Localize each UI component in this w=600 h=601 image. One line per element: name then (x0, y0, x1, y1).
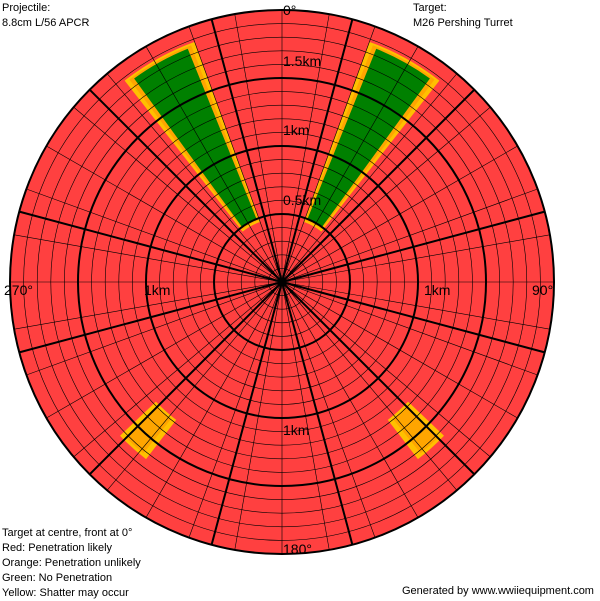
minor-radial (14, 234, 283, 283)
no-penetration-zone (134, 48, 257, 227)
unlikely-zone (126, 407, 171, 454)
range-label-1km-right: 1km (424, 282, 450, 298)
legend-red: Red: Penetration likely (2, 542, 113, 554)
minor-radial (188, 281, 283, 538)
minor-radial (46, 145, 283, 283)
target-info: Target: M26 Pershing Turret (413, 1, 513, 31)
major-radial (281, 281, 354, 545)
major-radial (210, 281, 283, 545)
range-label-1km-left: 1km (144, 282, 170, 298)
range-label-1km-front: 1km (283, 122, 309, 138)
minor-radial (281, 281, 538, 376)
target-value: M26 Pershing Turret (413, 17, 513, 29)
angle-label-rear: 180° (283, 541, 312, 557)
minor-radial (73, 106, 283, 283)
range-labels: 0.5km 1km 1.5km 1km 1km 1km (144, 53, 450, 438)
legend-orange: Orange: Penetration unlikely (2, 557, 141, 569)
minor-radial (188, 26, 283, 283)
minor-radial (281, 106, 491, 283)
no-penetration-zone (307, 48, 430, 227)
range-label-1km-rear: 1km (283, 422, 309, 438)
minor-radial (281, 145, 518, 283)
minor-radial (281, 46, 419, 283)
angle-labels: 0° 90° 180° 270° (4, 2, 553, 557)
minor-radial (281, 281, 518, 419)
minor-radial (281, 14, 330, 283)
minor-radial (145, 46, 283, 283)
range-label-1-5km: 1.5km (283, 53, 321, 69)
minor-radial (106, 73, 283, 283)
major-radial (210, 19, 283, 283)
polar-grid (9, 9, 555, 555)
minor-radial (26, 188, 283, 283)
minor-radial (281, 281, 491, 458)
penetration-zones (120, 41, 444, 460)
target-label: Target: (413, 2, 447, 14)
minor-radial (281, 73, 458, 283)
angle-label-right: 90° (532, 282, 553, 298)
minor-radial (145, 281, 283, 518)
minor-radial (234, 281, 283, 550)
legend-note: Target at centre, front at 0° (2, 527, 133, 539)
legend-green: Green: No Penetration (2, 572, 113, 584)
credit-text: Generated by www.wwiiequipment.com (402, 585, 594, 597)
minor-radial (281, 281, 419, 518)
major-radial (281, 88, 476, 283)
major-radial (281, 19, 354, 283)
angle-label-front: 0° (283, 2, 296, 18)
minor-radial (281, 281, 550, 330)
minor-radial (106, 281, 283, 491)
unlikely-zone (393, 407, 438, 454)
minor-radial (234, 14, 283, 283)
minor-radial (281, 26, 376, 283)
minor-radial (26, 281, 283, 376)
minor-radial (281, 188, 538, 283)
minor-radial (46, 281, 283, 419)
major-radial (281, 281, 476, 476)
minor-radial (281, 234, 550, 283)
minor-radial (281, 281, 458, 491)
minor-radial (73, 281, 283, 458)
major-radial (88, 281, 283, 476)
major-radial (88, 88, 283, 283)
projectile-info: Projectile: 8.8cm L/56 APCR (2, 1, 89, 31)
range-label-0-5km: 0.5km (283, 192, 321, 208)
major-radial (281, 210, 545, 283)
legend-yellow: Yellow: Shatter may occur (2, 587, 129, 599)
major-radial (281, 281, 545, 354)
legend: Target at centre, front at 0° Red: Penet… (2, 526, 141, 601)
minor-radial (281, 281, 376, 538)
projectile-label: Projectile: (2, 2, 51, 14)
major-radial (19, 210, 283, 283)
minor-radial (14, 281, 283, 330)
projectile-value: 8.8cm L/56 APCR (2, 17, 90, 29)
major-radial (19, 281, 283, 354)
minor-radial (281, 281, 330, 550)
angle-label-left: 270° (4, 282, 33, 298)
